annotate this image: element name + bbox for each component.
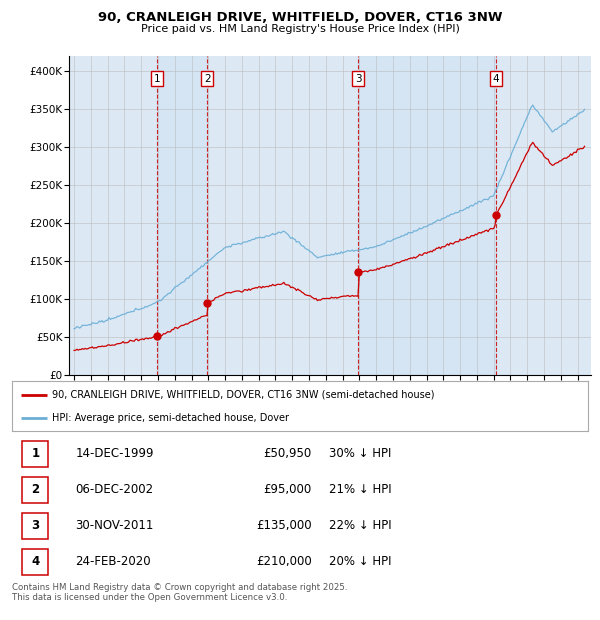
Text: 22% ↓ HPI: 22% ↓ HPI	[329, 520, 391, 532]
FancyBboxPatch shape	[22, 441, 48, 467]
Text: 30% ↓ HPI: 30% ↓ HPI	[329, 448, 391, 460]
Text: 21% ↓ HPI: 21% ↓ HPI	[329, 484, 391, 496]
Text: 24-FEB-2020: 24-FEB-2020	[76, 556, 151, 568]
Text: £95,000: £95,000	[263, 484, 311, 496]
Text: Price paid vs. HM Land Registry's House Price Index (HPI): Price paid vs. HM Land Registry's House …	[140, 24, 460, 33]
Text: £210,000: £210,000	[256, 556, 311, 568]
Text: 14-DEC-1999: 14-DEC-1999	[76, 448, 154, 460]
Text: 1: 1	[154, 74, 161, 84]
FancyBboxPatch shape	[22, 513, 48, 539]
Text: 90, CRANLEIGH DRIVE, WHITFIELD, DOVER, CT16 3NW: 90, CRANLEIGH DRIVE, WHITFIELD, DOVER, C…	[98, 11, 502, 24]
Bar	[157, 56, 207, 375]
Text: 20% ↓ HPI: 20% ↓ HPI	[329, 556, 391, 568]
Text: 4: 4	[31, 556, 40, 568]
Text: HPI: Average price, semi-detached house, Dover: HPI: Average price, semi-detached house,…	[52, 412, 289, 422]
Text: 3: 3	[355, 74, 361, 84]
Text: 90, CRANLEIGH DRIVE, WHITFIELD, DOVER, CT16 3NW (semi-detached house): 90, CRANLEIGH DRIVE, WHITFIELD, DOVER, C…	[52, 390, 435, 400]
Text: 06-DEC-2002: 06-DEC-2002	[76, 484, 154, 496]
Text: 30-NOV-2011: 30-NOV-2011	[76, 520, 154, 532]
FancyBboxPatch shape	[22, 549, 48, 575]
FancyBboxPatch shape	[22, 477, 48, 503]
Text: Contains HM Land Registry data © Crown copyright and database right 2025.
This d: Contains HM Land Registry data © Crown c…	[12, 583, 347, 602]
Text: 2: 2	[31, 484, 40, 496]
Text: 4: 4	[493, 74, 499, 84]
Text: £50,950: £50,950	[263, 448, 311, 460]
Text: 3: 3	[31, 520, 40, 532]
Text: 2: 2	[204, 74, 211, 84]
Text: 1: 1	[31, 448, 40, 460]
Bar	[358, 56, 496, 375]
Text: £135,000: £135,000	[256, 520, 311, 532]
